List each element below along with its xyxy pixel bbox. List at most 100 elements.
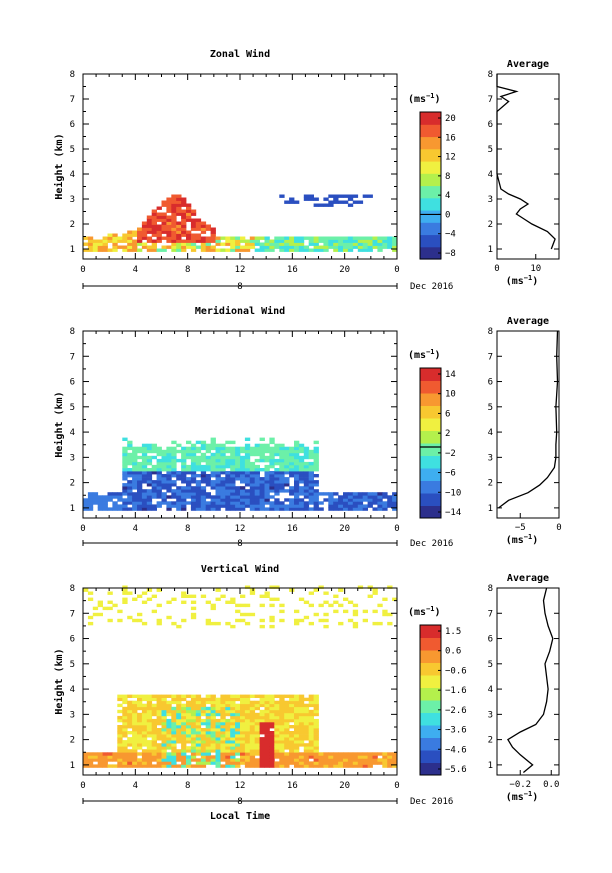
heatmap-cell (161, 761, 167, 765)
heatmap-cell (230, 464, 236, 469)
heatmap-cell (210, 452, 216, 457)
heatmap-cell (269, 734, 275, 738)
heatmap-cell (141, 728, 148, 732)
heatmap-cell (141, 755, 148, 759)
heatmap-cell (308, 495, 314, 499)
heatmap-cell (343, 764, 349, 768)
heatmap-cell (303, 728, 310, 732)
heatmap-cell (235, 721, 241, 726)
average-x-tick-label: −0.2 (509, 780, 531, 790)
heatmap-cell (279, 452, 285, 457)
heatmap-cell (294, 618, 300, 623)
heatmap-cell (181, 758, 187, 762)
heatmap-cell (294, 504, 300, 508)
heatmap-cell (308, 197, 314, 201)
heatmap-cell (225, 458, 231, 463)
heatmap-cell (244, 474, 251, 478)
heatmap-cell (294, 236, 300, 240)
heatmap-cell (166, 709, 172, 714)
heatmap-cell (244, 495, 251, 499)
heatmap-cell (387, 495, 393, 499)
heatmap-cell (259, 764, 265, 768)
heatmap-cell (289, 200, 295, 204)
heatmap-cell (195, 233, 202, 237)
heatmap-cell (264, 709, 270, 714)
heatmap-cell (151, 728, 157, 732)
heatmap-cell (357, 752, 364, 756)
heatmap-cell (166, 236, 172, 240)
heatmap-cell (235, 507, 241, 511)
heatmap-cell (294, 718, 300, 723)
heatmap-cell (176, 715, 182, 720)
heatmap-cell (382, 764, 388, 768)
colorbar-segment (420, 675, 441, 688)
heatmap-cell (200, 498, 207, 502)
heatmap-cell (289, 239, 295, 243)
heatmap-cell (97, 242, 103, 246)
heatmap-cell (141, 449, 148, 454)
heatmap-cell (215, 446, 221, 451)
heatmap-cell (181, 495, 187, 499)
heatmap-cell (181, 755, 187, 759)
heatmap-cell (298, 755, 305, 759)
heatmap-cell (240, 734, 246, 738)
heatmap-cell (303, 507, 310, 511)
heatmap-cell (200, 486, 207, 490)
heatmap-cell (269, 694, 275, 698)
heatmap-cell (303, 483, 310, 487)
heatmap-cell (303, 752, 310, 756)
heatmap-cell (190, 725, 197, 729)
heatmap-cell (190, 227, 197, 231)
heatmap-cell (146, 507, 153, 511)
heatmap-cell (249, 486, 256, 490)
y-tick-label: 3 (70, 710, 75, 720)
heatmap-cell (347, 498, 354, 502)
heatmap-cell (318, 764, 324, 768)
heatmap-cell (176, 697, 182, 702)
heatmap-cell (225, 464, 231, 469)
heatmap-cell (186, 245, 192, 249)
heatmap-cell (176, 227, 182, 231)
heatmap-cell (127, 591, 133, 595)
heatmap-cell (264, 740, 270, 744)
heatmap-cell (132, 483, 138, 487)
heatmap-cell (166, 203, 172, 207)
heatmap-cell (294, 694, 300, 698)
colorbar-segment (420, 393, 441, 406)
heatmap-cell (254, 731, 260, 735)
heatmap-cell (146, 755, 153, 759)
heatmap-cell (195, 218, 202, 222)
heatmap-cell (176, 458, 182, 463)
heatmap-cell (254, 443, 260, 448)
heatmap-cell (225, 712, 231, 717)
average-y-tick-label: 8 (488, 584, 493, 594)
average-unit: (ms−1) (506, 274, 539, 287)
heatmap-cell (181, 507, 187, 511)
average-x-tick-label: 10 (530, 264, 541, 274)
heatmap-cell (141, 752, 148, 756)
heatmap-cell (220, 248, 226, 252)
heatmap-cell (122, 752, 128, 756)
average-y-tick-label: 5 (488, 403, 493, 413)
heatmap-cell (166, 215, 172, 219)
heatmap-cell (284, 737, 290, 741)
heatmap-cell (323, 236, 329, 240)
heatmap-cell (294, 758, 300, 762)
heatmap-cell (161, 464, 167, 469)
heatmap-cell (249, 245, 256, 249)
heatmap-cell (132, 737, 138, 741)
heatmap-cell (151, 743, 157, 747)
heatmap-cell (190, 764, 197, 768)
heatmap-cell (112, 504, 118, 508)
heatmap-cell (387, 236, 393, 240)
heatmap-cell (392, 597, 398, 601)
heatmap-cell (235, 455, 241, 460)
heatmap-cell (200, 504, 207, 508)
heatmap-cell (313, 588, 319, 592)
heatmap-cell (303, 731, 310, 735)
heatmap-cell (190, 233, 197, 237)
heatmap-cell (279, 194, 285, 198)
heatmap-cell (102, 245, 108, 249)
heatmap-cell (161, 755, 167, 759)
heatmap-cell (97, 764, 103, 768)
